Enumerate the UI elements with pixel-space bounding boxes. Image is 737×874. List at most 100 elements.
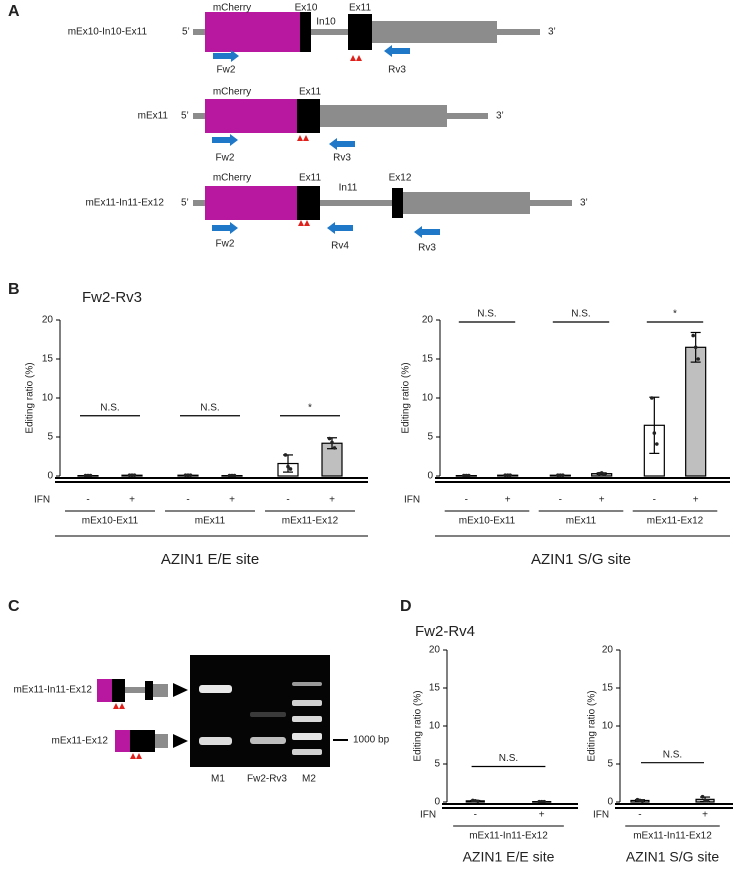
- data-point: [88, 473, 93, 478]
- feature-label: mCherry: [213, 87, 251, 98]
- exon: [130, 730, 155, 752]
- y-axis-label: Editing ratio (%): [413, 690, 424, 761]
- ifn-sign: -: [638, 810, 641, 821]
- three-prime: 3’: [580, 198, 588, 209]
- data-point: [691, 333, 695, 338]
- primer-label: Rv3: [333, 153, 351, 164]
- exon: [145, 681, 153, 700]
- band: [199, 737, 232, 745]
- data-point: [230, 473, 234, 478]
- y-axis-label: Editing ratio (%): [587, 690, 598, 761]
- data-point: [83, 473, 88, 478]
- data-point: [558, 473, 563, 478]
- group-label: mEx11: [195, 516, 226, 527]
- exon: [392, 188, 403, 218]
- significance: N.S.: [571, 309, 590, 320]
- ifn-sign: -: [86, 495, 89, 506]
- data-point: [537, 799, 542, 804]
- primer-arrow: [212, 134, 238, 146]
- data-point: [650, 396, 654, 400]
- ifn-sign: +: [229, 495, 235, 506]
- feature-label: Ex12: [389, 173, 412, 184]
- y-tick-label: 15: [429, 683, 441, 694]
- primer-arrow: [384, 45, 410, 57]
- y-tick-label: 5: [434, 759, 440, 770]
- y-tick-label: 20: [429, 645, 441, 656]
- feature-label: In10: [316, 17, 336, 28]
- y-tick-label: 20: [422, 315, 434, 326]
- data-point: [288, 467, 293, 471]
- edit-site: [130, 753, 142, 759]
- ladder-band: [292, 716, 322, 722]
- data-point: [655, 442, 659, 446]
- primer-pair: Fw2-Rv3: [82, 289, 142, 306]
- panel-label: C: [8, 598, 20, 615]
- intron: [447, 113, 488, 119]
- group-label: mEx11-In11-Ex12: [633, 831, 712, 842]
- ifn-sign: -: [559, 495, 562, 506]
- data-point: [464, 473, 469, 478]
- utr: [155, 734, 168, 748]
- ladder-band: [292, 733, 322, 740]
- data-point: [186, 473, 190, 478]
- row-label: IFN: [34, 495, 50, 506]
- feature-label: In11: [339, 183, 358, 194]
- data-point: [127, 473, 132, 478]
- significance: *: [673, 309, 677, 320]
- data-point: [332, 446, 337, 450]
- construct-name: mEx10-In10-Ex11: [68, 27, 148, 38]
- feature-label: Ex11: [299, 173, 321, 184]
- significance: N.S.: [499, 753, 518, 764]
- primer-label: Fw2: [216, 239, 235, 250]
- ifn-sign: -: [474, 810, 477, 821]
- data-point: [561, 473, 565, 478]
- row-label: IFN: [420, 810, 436, 821]
- group-label: mEx11: [566, 516, 597, 527]
- primer-arrow: [329, 138, 355, 150]
- exon: [297, 99, 320, 133]
- data-point: [508, 473, 512, 478]
- group-label: mEx10-Ex11: [82, 516, 139, 527]
- ifn-sign: +: [599, 495, 605, 506]
- significance: N.S.: [200, 402, 219, 413]
- intron: [311, 29, 348, 35]
- edit-site: [113, 703, 125, 709]
- group-label: mEx11-Ex12: [647, 516, 704, 527]
- band-arrow: [173, 683, 188, 748]
- ifn-sign: -: [465, 495, 468, 506]
- five-prime: 5’: [181, 198, 189, 209]
- mcherry: [205, 186, 297, 220]
- intron: [320, 200, 392, 206]
- y-tick-label: 10: [422, 393, 434, 404]
- ifn-sign: +: [539, 810, 545, 821]
- five-prime: 5’: [181, 111, 189, 122]
- significance: N.S.: [100, 402, 119, 413]
- band: [250, 737, 286, 744]
- five-prime: 5’: [182, 27, 190, 38]
- feature-label: Ex10: [295, 3, 318, 14]
- panel-label: D: [400, 598, 412, 615]
- utr: [372, 21, 497, 43]
- primer-arrow: [213, 50, 239, 62]
- ifn-sign: +: [505, 495, 511, 506]
- significance: N.S.: [477, 309, 496, 320]
- data-point: [467, 473, 471, 478]
- construct-name: mEx11-In11-Ex12: [85, 198, 164, 209]
- y-tick-label: 0: [47, 471, 53, 482]
- significance: N.S.: [663, 749, 682, 760]
- data-point: [693, 345, 698, 350]
- ladder-band: [292, 682, 322, 686]
- row-label: IFN: [593, 810, 609, 821]
- data-point: [227, 473, 232, 478]
- y-tick-label: 10: [602, 721, 614, 732]
- feature-label: Ex11: [299, 87, 321, 98]
- ifn-sign: -: [286, 495, 289, 506]
- data-point: [327, 436, 332, 441]
- construct-label: mEx11-In11-Ex12: [13, 685, 92, 696]
- significance: *: [308, 402, 312, 413]
- chart-title: AZIN1 E/E site: [161, 551, 259, 568]
- primer-pair: Fw2-Rv4: [415, 623, 475, 640]
- exon: [297, 186, 320, 220]
- edit-site: [298, 220, 310, 226]
